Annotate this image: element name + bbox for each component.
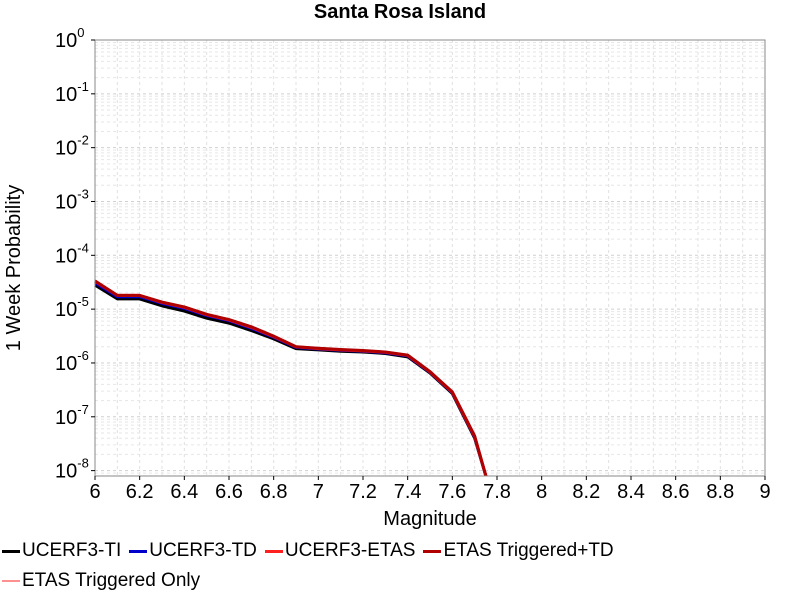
y-axis-ticks: 100 10-1 10-2 10-3 10-4 10-5 10-6 10-7 10-8 xyxy=(55,25,95,483)
x-tick-label: 7.4 xyxy=(394,481,422,503)
x-axis-ticks: 6 6.2 6.4 6.6 6.8 7 7.2 7.4 7.6 7.8 8 8.2 8.4 8.6 8.8 9 xyxy=(89,476,771,503)
y-tick-label: 10-3 xyxy=(55,186,89,213)
series-line xyxy=(94,279,488,477)
x-tick-label: 8.2 xyxy=(572,481,600,503)
y-tick-label: 10-5 xyxy=(55,294,89,321)
legend-swatch xyxy=(129,549,148,553)
legend-swatch xyxy=(2,580,20,582)
legend-item: UCERF3-TI xyxy=(0,540,121,562)
legend-swatch xyxy=(2,549,20,553)
legend-item: UCERF3-ETAS xyxy=(263,540,416,562)
x-tick-label: 8 xyxy=(536,481,547,503)
legend-label: UCERF3-TI xyxy=(22,540,122,561)
y-axis-title: 1 Week Probability xyxy=(3,185,25,351)
legend-row-2: ETAS Triggered Only xyxy=(0,566,800,596)
x-tick-label: 9 xyxy=(759,481,770,503)
y-tick-label: 10-1 xyxy=(55,79,89,106)
y-tick-label: 10-6 xyxy=(55,348,89,375)
legend-swatch xyxy=(423,549,442,553)
grid xyxy=(94,40,766,477)
chart-title: Santa Rosa Island xyxy=(314,1,486,23)
x-tick-label: 6.8 xyxy=(260,481,288,503)
legend-item: UCERF3-TD xyxy=(127,540,257,562)
y-tick-label: 10-7 xyxy=(55,402,89,429)
series-line xyxy=(94,279,488,477)
x-tick-label: 6.2 xyxy=(126,481,154,503)
legend-swatch xyxy=(264,549,283,553)
legend: UCERF3-TI UCERF3-TD UCERF3-ETAS ETAS Tri… xyxy=(0,536,800,596)
legend-label: UCERF3-TD xyxy=(149,540,257,561)
x-tick-label: 8.6 xyxy=(662,481,690,503)
x-tick-label: 7 xyxy=(313,481,324,503)
legend-row-1: UCERF3-TI UCERF3-TD UCERF3-ETAS ETAS Tri… xyxy=(0,536,800,566)
x-tick-label: 6.6 xyxy=(215,481,243,503)
y-tick-label: 10-2 xyxy=(55,133,89,160)
x-tick-label: 7.2 xyxy=(349,481,377,503)
x-tick-label: 7.8 xyxy=(483,481,511,503)
legend-label: UCERF3-ETAS xyxy=(284,540,416,561)
x-tick-label: 7.6 xyxy=(438,481,466,503)
series-lines xyxy=(94,279,488,477)
legend-item: ETAS Triggered Only xyxy=(0,570,200,592)
series-line xyxy=(94,283,488,477)
y-tick-label: 100 xyxy=(55,25,84,52)
y-tick-label: 10-4 xyxy=(55,240,89,267)
x-tick-label: 8.4 xyxy=(617,481,645,503)
y-tick-label: 10-8 xyxy=(55,456,89,483)
x-tick-label: 6 xyxy=(89,481,100,503)
legend-label: ETAS Triggered+TD xyxy=(443,540,614,561)
legend-label: ETAS Triggered Only xyxy=(22,570,201,591)
legend-item: ETAS Triggered+TD xyxy=(421,540,614,562)
x-tick-label: 8.8 xyxy=(706,481,734,503)
x-axis-title: Magnitude xyxy=(383,508,476,530)
x-tick-label: 6.4 xyxy=(170,481,198,503)
plot-area-border xyxy=(94,39,766,477)
